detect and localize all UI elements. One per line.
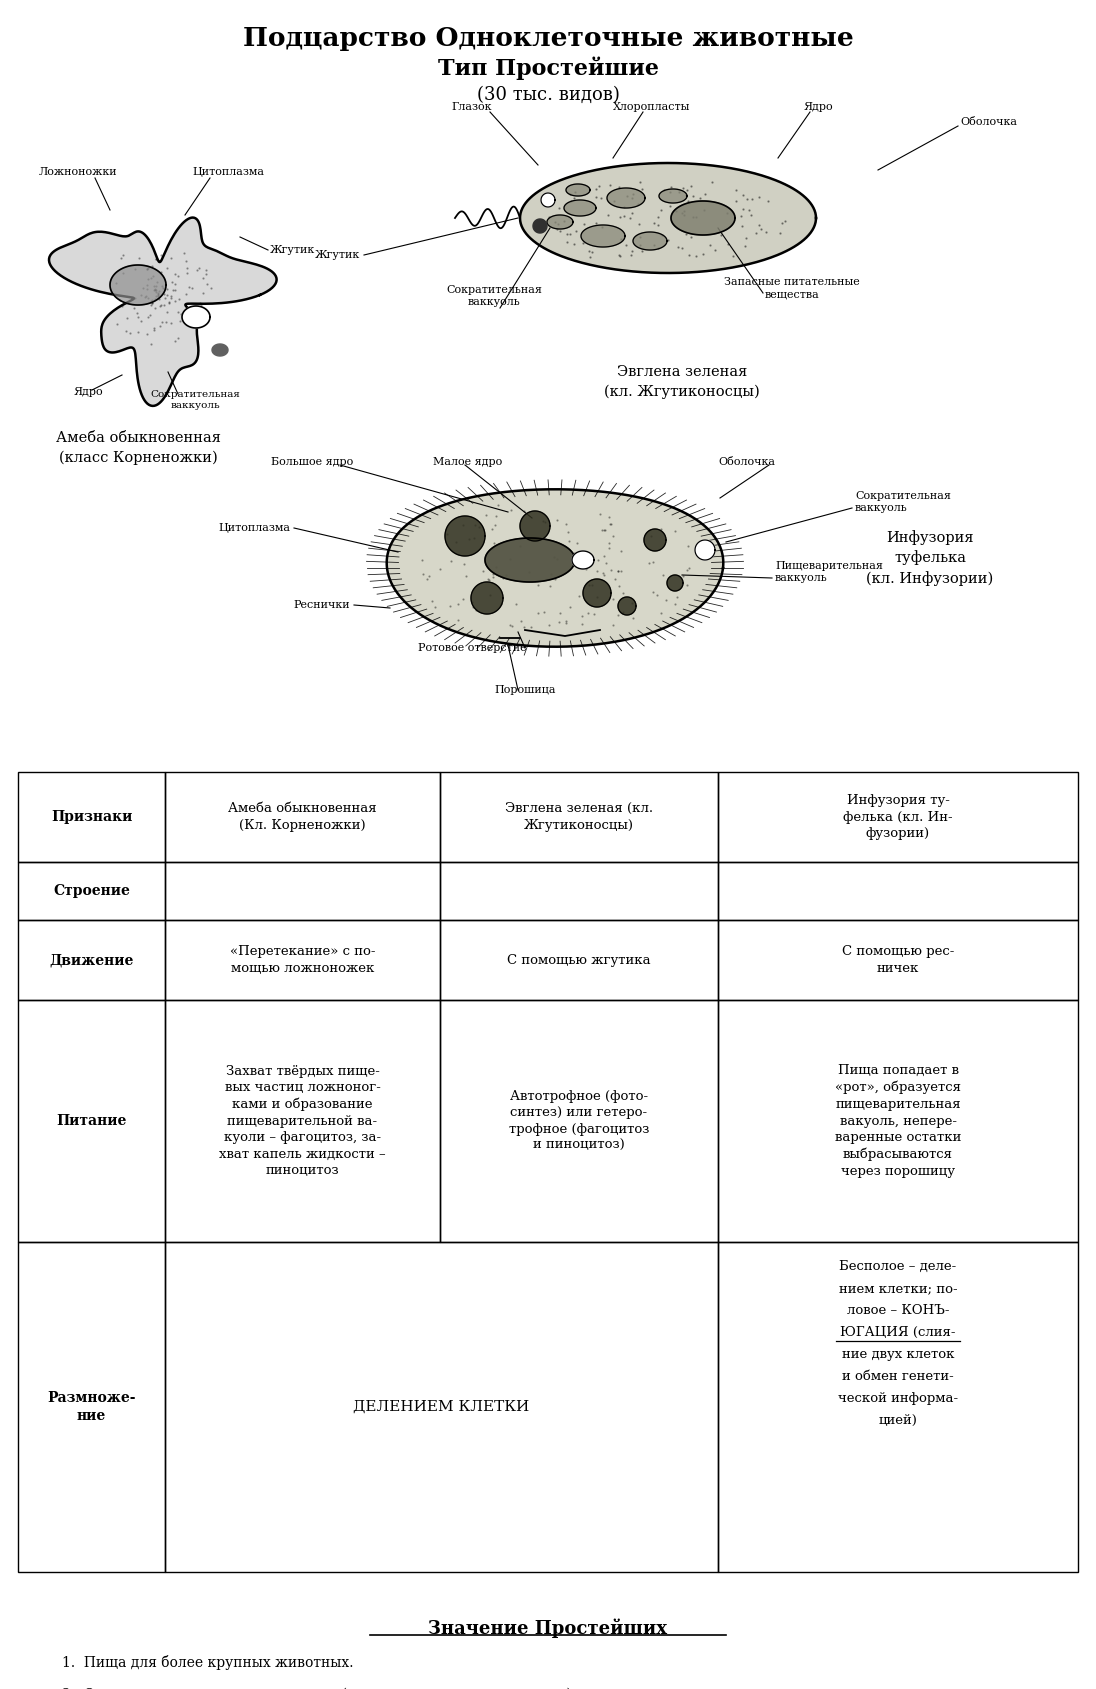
Text: Эвглена зеленая
(кл. Жгутиконосцы): Эвглена зеленая (кл. Жгутиконосцы) [604,365,760,399]
Text: Жгутик: Жгутик [315,250,359,260]
Polygon shape [387,490,723,647]
Text: Сократительная
ваккуоль: Сократительная ваккуоль [855,491,951,513]
Text: Порошица: Порошица [494,686,556,694]
Text: ние двух клеток: ние двух клеток [842,1348,955,1361]
Text: 1.  Пища для более крупных животных.: 1. Пища для более крупных животных. [62,1655,354,1669]
Text: и обмен генети-: и обмен генети- [842,1370,954,1383]
Text: (30 тыс. видов): (30 тыс. видов) [477,86,619,105]
Polygon shape [566,184,590,196]
Bar [165,1000,439,1241]
Polygon shape [581,225,625,247]
Text: ДЕЛЕНИЕМ КЛЕТКИ: ДЕЛЕНИЕМ КЛЕТКИ [353,1400,529,1414]
Polygon shape [533,220,547,233]
Bar [718,772,1078,861]
Text: ловое – КОНЪ-: ловое – КОНЪ- [847,1304,949,1317]
Polygon shape [520,512,550,540]
Text: Инфузория
туфелька
(кл. Инфузории): Инфузория туфелька (кл. Инфузории) [866,530,994,586]
Polygon shape [520,164,817,274]
Polygon shape [182,306,210,328]
Text: Жгутик: Жгутик [270,245,316,255]
Bar [439,772,718,861]
Text: Оболочка: Оболочка [718,458,775,466]
Text: Запасные питательные
вещества: Запасные питательные вещества [724,277,860,299]
Text: Строение: Строение [53,883,130,899]
Text: Ротовое отверстие: Ротовое отверстие [418,644,526,654]
Bar [718,1241,1078,1572]
Text: Сократительная
ваккуоль: Сократительная ваккуоль [150,390,240,410]
Bar [439,1000,718,1241]
Bar [18,921,165,1000]
Polygon shape [212,345,228,356]
Polygon shape [49,218,276,405]
Bar [165,1241,718,1572]
Text: Амеба обыкновенная
(Кл. Корненожки): Амеба обыкновенная (Кл. Корненожки) [228,802,377,831]
Polygon shape [110,265,165,306]
Polygon shape [667,574,683,591]
Text: Ложноножки: Ложноножки [38,167,117,177]
Polygon shape [671,201,735,235]
Polygon shape [695,540,715,561]
Bar [718,1000,1078,1241]
Text: С помощью рес-
ничек: С помощью рес- ничек [842,946,955,975]
Bar [165,921,439,1000]
Polygon shape [659,189,687,203]
Bar [165,772,439,861]
Polygon shape [547,215,573,230]
Polygon shape [633,231,667,250]
Text: Ядро: Ядро [73,387,103,397]
Text: Большое ядро: Большое ядро [271,458,353,466]
Text: ческой информа-: ческой информа- [838,1392,958,1405]
Text: Захват твёрдых пище-
вых частиц ложноног-
ками и образование
пищеварительной ва-: Захват твёрдых пище- вых частиц ложноног… [219,1064,386,1177]
Bar [18,1000,165,1241]
Polygon shape [445,517,486,556]
Bar [18,1241,165,1572]
Text: Подцарство Одноклеточные животные: Подцарство Одноклеточные животные [242,25,854,51]
Text: Инфузория ту-
фелька (кл. Ин-
фузории): Инфузория ту- фелька (кл. Ин- фузории) [843,794,952,839]
Text: Цитоплазма: Цитоплазма [218,524,290,534]
Text: Движение: Движение [49,953,134,968]
Text: Ядро: Ядро [803,101,833,111]
Text: Малое ядро: Малое ядро [433,458,503,466]
Polygon shape [471,583,503,615]
Text: Бесполое – деле-: Бесполое – деле- [840,1260,957,1274]
Text: Реснички: Реснички [294,600,350,610]
Text: Признаки: Признаки [50,811,133,824]
Text: ЮГАЦИЯ (слия-: ЮГАЦИЯ (слия- [841,1326,956,1339]
Bar [165,861,439,921]
Text: Питание: Питание [56,1115,127,1128]
Bar [439,921,718,1000]
Text: Размноже-
ние: Размноже- ние [47,1392,136,1422]
Bar [718,861,1078,921]
Bar [718,921,1078,1000]
Text: Тип Простейшие: Тип Простейшие [437,56,659,79]
Polygon shape [541,193,555,208]
Text: «Перетекание» с по-
мощью ложноножек: «Перетекание» с по- мощью ложноножек [230,946,375,975]
Text: Цитоплазма: Цитоплазма [192,167,264,177]
Polygon shape [572,551,594,569]
Text: Автотрофное (фото-
синтез) или гетеро-
трофное (фагоцитоз
и пиноцитоз): Автотрофное (фото- синтез) или гетеро- т… [509,1089,649,1152]
Polygon shape [583,579,610,606]
Text: Оболочка: Оболочка [960,117,1017,127]
Text: Хлоропласты: Хлоропласты [614,101,690,111]
Text: Эвглена зеленая (кл.
Жгутиконосцы): Эвглена зеленая (кл. Жгутиконосцы) [505,802,653,831]
Bar [18,772,165,861]
Polygon shape [486,539,575,583]
Polygon shape [607,187,646,208]
Bar [439,861,718,921]
Text: Сократительная
ваккуоль: Сократительная ваккуоль [446,285,541,307]
Polygon shape [564,199,596,216]
Text: Пищеварительная
ваккуоль: Пищеварительная ваккуоль [775,561,883,583]
Text: Значение Простейших: Значение Простейших [429,1618,667,1638]
Text: Амеба обыкновенная
(класс Корненожки): Амеба обыкновенная (класс Корненожки) [56,431,220,464]
Text: цией): цией) [879,1414,917,1427]
Text: С помощью жгутика: С помощью жгутика [507,954,651,966]
Text: Глазок: Глазок [452,101,492,111]
Polygon shape [644,529,666,551]
Polygon shape [618,596,636,615]
Text: нием клетки; по-: нием клетки; по- [838,1282,957,1295]
Bar [18,861,165,921]
Text: Пища попадает в
«рот», образуется
пищеварительная
вакуоль, непере-
варенные оста: Пища попадает в «рот», образуется пищева… [835,1064,961,1177]
